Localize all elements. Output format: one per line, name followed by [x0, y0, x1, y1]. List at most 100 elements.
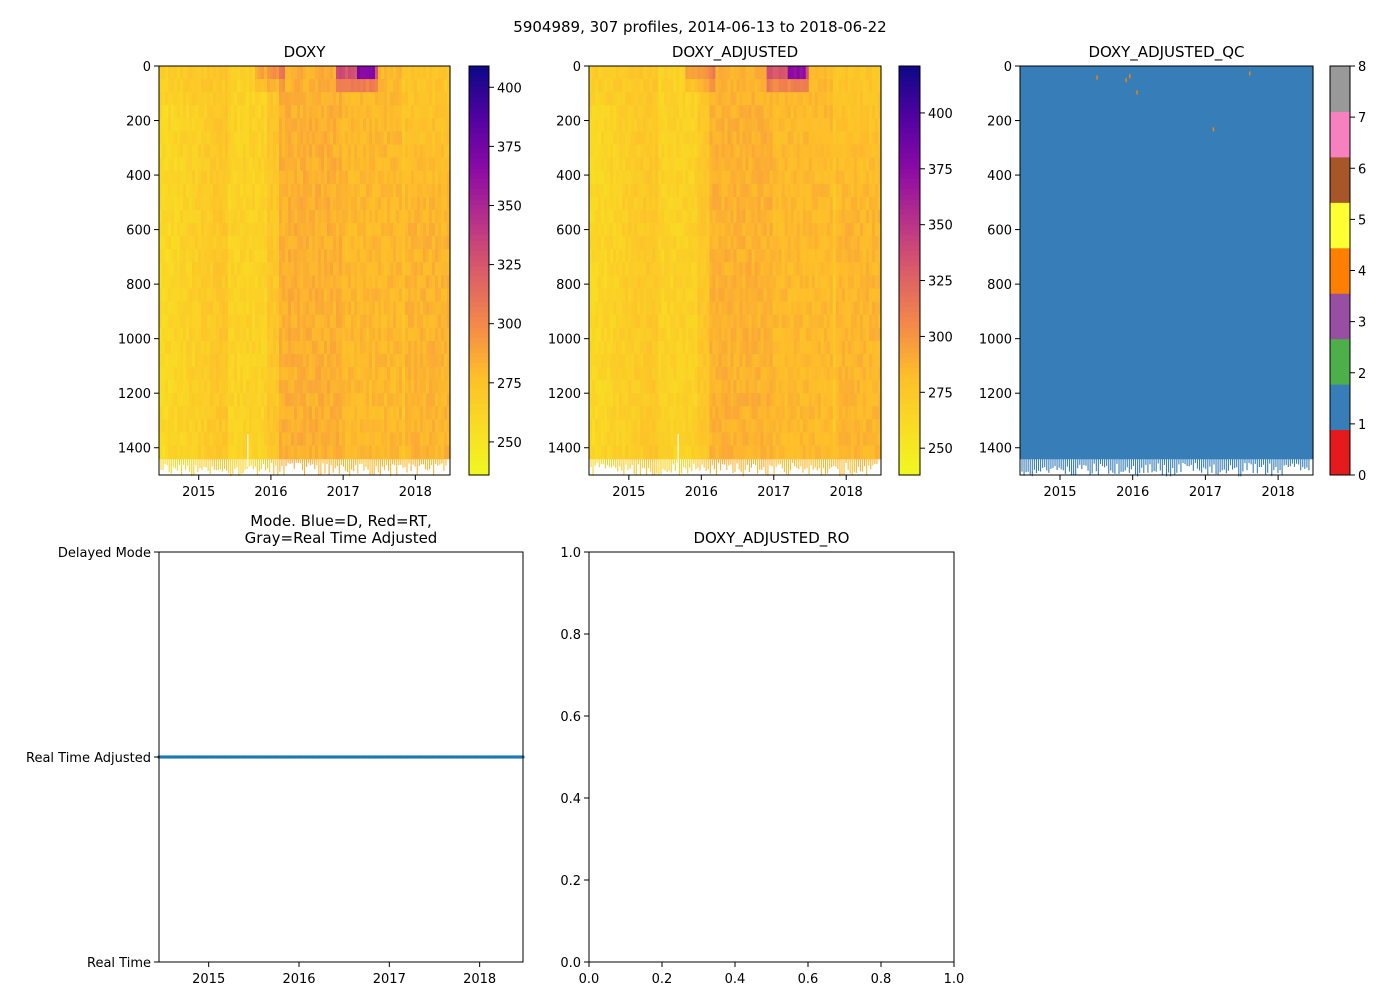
doxy-cell — [180, 380, 184, 394]
doxy-cell — [234, 419, 238, 434]
doxy-cell — [231, 419, 235, 434]
doxy-cell — [417, 340, 421, 355]
doxy-cell — [246, 314, 250, 329]
doxy-cell — [372, 92, 376, 106]
doxy-cell — [357, 79, 361, 93]
doxy-adjusted-cell — [703, 340, 708, 355]
doxy-cell — [261, 445, 265, 460]
doxy-cell — [168, 79, 172, 93]
doxy-adjusted-cell — [739, 223, 744, 237]
doxy-adjusted-cell — [670, 262, 674, 277]
doxy-cell — [234, 209, 238, 224]
doxy-cell — [375, 118, 379, 133]
doxy-adjusted-cell — [757, 445, 762, 460]
doxy-cell — [309, 183, 313, 198]
doxy-cell — [345, 79, 349, 93]
doxy-adjusted-cell — [619, 183, 623, 198]
doxy-cell — [414, 79, 418, 93]
doxy-cell — [255, 249, 259, 263]
doxy-cell — [375, 445, 379, 460]
doxy-cell — [189, 105, 193, 119]
doxy-adjusted-cell — [712, 157, 717, 172]
doxy-adjusted-cell — [733, 105, 738, 119]
doxy-cell — [339, 79, 343, 93]
doxy-cell — [231, 288, 235, 303]
doxy-adjusted-cell — [667, 353, 671, 368]
doxy-cell — [231, 314, 235, 329]
doxy-adjusted-cell — [754, 445, 759, 460]
doxy-cell — [318, 236, 322, 250]
doxy-cell — [429, 367, 433, 381]
doxy-cell — [366, 406, 370, 420]
doxy-cell — [384, 432, 388, 447]
doxy-cell — [171, 118, 175, 133]
doxy-cell — [327, 236, 331, 250]
doxy-cell — [426, 301, 430, 316]
doxy-cell — [162, 105, 166, 119]
doxy-adjusted-cell — [715, 66, 720, 80]
doxy-cell — [318, 262, 322, 277]
doxy-adjusted-cell — [736, 340, 741, 355]
doxy-cell — [327, 367, 331, 381]
doxy-adjusted-cell — [688, 393, 692, 407]
doxy-adjusted-cell — [607, 223, 611, 237]
doxy-adjusted-cell — [757, 406, 762, 420]
doxy-adjusted-cell — [739, 183, 744, 198]
doxy-adjusted-cell — [742, 340, 747, 355]
doxy-cell — [234, 105, 238, 119]
doxy-adjusted-cell — [754, 118, 759, 133]
doxy-cell — [240, 445, 244, 460]
doxy-adjusted-cell — [748, 314, 753, 329]
doxy-adjusted-cell — [694, 406, 698, 420]
doxy-cell — [384, 118, 388, 133]
doxy-adjusted-cell — [685, 353, 689, 368]
doxy-cell — [213, 118, 217, 133]
doxy-adjusted-cell — [625, 353, 629, 368]
doxy-cell — [171, 353, 175, 368]
doxy-cell — [399, 275, 403, 290]
doxy-cell — [207, 236, 211, 250]
doxy-cell — [396, 236, 400, 250]
doxy-cell — [405, 209, 409, 224]
doxy-cell — [336, 288, 340, 303]
doxy-cell — [285, 314, 289, 329]
doxy-adjusted-cell — [766, 92, 771, 106]
doxy-cell — [264, 249, 268, 263]
doxy-cell — [276, 105, 280, 119]
doxy-adjusted-cell — [697, 262, 701, 277]
doxy-cell — [348, 79, 352, 93]
doxy-cell — [333, 249, 337, 263]
doxy-cell — [324, 380, 328, 394]
doxy-cell — [396, 445, 400, 460]
doxy-adjusted-cell — [706, 105, 711, 119]
doxy-adjusted-cell — [688, 301, 692, 316]
doxy-adjusted-cell — [730, 105, 735, 119]
doxy-cell — [189, 393, 193, 407]
doxy-cell — [375, 209, 379, 224]
doxy-cell — [438, 406, 442, 420]
doxy-adjusted-cell — [763, 340, 768, 355]
doxy-adjusted-cell — [706, 223, 711, 237]
doxy-cell — [255, 131, 259, 146]
doxy-cell — [171, 223, 175, 237]
doxy-adjusted-cell — [631, 92, 635, 106]
doxy-adjusted-cell — [706, 380, 711, 394]
doxy-cell — [312, 380, 316, 394]
doxy-cell — [339, 183, 343, 198]
doxy-adjusted-cell — [742, 209, 747, 224]
doxy-cell — [315, 340, 319, 355]
doxy-cell — [378, 118, 382, 133]
doxy-cell — [198, 314, 202, 329]
doxy-adjusted-cell — [694, 92, 698, 106]
doxy-cell — [285, 144, 289, 159]
doxy-adjusted-cell — [694, 196, 698, 211]
doxy-adjusted-cell — [658, 92, 662, 106]
doxy-adjusted-cell — [676, 249, 680, 263]
doxy-adjusted-cell — [754, 367, 759, 381]
doxy-adjusted-cell — [610, 301, 614, 316]
doxy-adjusted-cell — [613, 340, 617, 355]
doxy-adjusted-cell — [655, 170, 659, 185]
doxy-cell — [441, 353, 445, 368]
doxy-cell — [336, 118, 340, 133]
